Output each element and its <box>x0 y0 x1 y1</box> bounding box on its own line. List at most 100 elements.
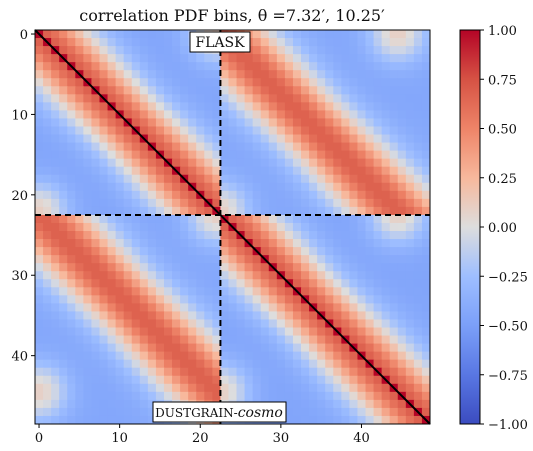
heatmap-cell <box>236 134 246 144</box>
heatmap-cell <box>147 263 157 272</box>
dustgrain-label-box: DUSTGRAIN-cosmo <box>152 401 287 423</box>
heatmap-cell <box>268 231 278 240</box>
heatmap-cell <box>357 287 367 296</box>
heatmap-cell <box>236 198 246 208</box>
colorbar-tick-label: 0.75 <box>488 73 517 88</box>
heatmap-cell <box>75 118 84 128</box>
heatmap-cell <box>317 126 326 136</box>
heatmap-cell <box>284 198 294 208</box>
heatmap-cell <box>123 239 133 248</box>
heatmap-cell <box>172 150 181 160</box>
heatmap-cell <box>365 30 375 39</box>
heatmap-cell <box>284 231 294 240</box>
heatmap-cell <box>268 190 278 200</box>
heatmap-cell <box>292 190 302 200</box>
heatmap-cell <box>301 86 310 95</box>
heatmap-cell <box>309 150 318 160</box>
heatmap-cell <box>220 102 230 112</box>
heatmap-cell <box>357 102 367 112</box>
heatmap-cell <box>91 182 101 192</box>
heatmap-cell <box>35 271 44 280</box>
heatmap-cell <box>236 182 246 192</box>
heatmap-cell <box>51 359 60 369</box>
heatmap-cell <box>252 198 262 208</box>
heatmap-cell <box>317 38 326 47</box>
heatmap-cell <box>188 214 197 224</box>
heatmap-cell <box>107 351 117 361</box>
heatmap-cell <box>325 94 334 103</box>
heatmap-cell <box>421 142 430 152</box>
heatmap-cell <box>35 255 44 264</box>
heatmap-cell <box>389 190 399 200</box>
heatmap-cell <box>115 86 125 95</box>
heatmap-cell <box>405 367 415 377</box>
heatmap-cell <box>413 30 423 39</box>
heatmap-cell <box>75 94 84 103</box>
heatmap-cell <box>163 182 173 192</box>
heatmap-cell <box>284 158 294 168</box>
heatmap-cell <box>180 54 189 63</box>
heatmap-cell <box>252 383 262 393</box>
heatmap-cell <box>413 359 423 369</box>
heatmap-cell <box>397 174 407 184</box>
heatmap-cell <box>196 158 205 168</box>
heatmap-cell <box>276 214 286 224</box>
heatmap-cell <box>357 70 367 79</box>
heatmap-cell <box>373 383 383 393</box>
heatmap-cell <box>220 311 230 321</box>
heatmap-cell <box>228 247 238 256</box>
heatmap-cell <box>236 190 246 200</box>
heatmap-cell <box>349 150 359 160</box>
heatmap-cell <box>349 279 359 288</box>
heatmap-cell <box>389 319 399 329</box>
heatmap-cell <box>373 118 383 128</box>
heatmap-cell <box>115 94 125 103</box>
heatmap-cell <box>309 166 318 176</box>
heatmap-cell <box>220 126 230 136</box>
heatmap-cell <box>333 86 342 95</box>
heatmap-cell <box>397 206 407 216</box>
heatmap-cell <box>389 271 399 280</box>
heatmap-cell <box>365 319 375 329</box>
heatmap-cell <box>276 46 286 55</box>
heatmap-cell <box>188 255 197 264</box>
heatmap-cell <box>228 263 238 272</box>
heatmap-cell <box>301 46 310 55</box>
heatmap-cell <box>155 279 165 288</box>
heatmap-cell <box>252 62 262 71</box>
heatmap-cell <box>397 415 407 424</box>
heatmap-cell <box>220 118 230 128</box>
heatmap-cell <box>292 78 302 87</box>
heatmap-cell <box>35 110 44 120</box>
heatmap-cell <box>180 247 189 256</box>
heatmap-cell <box>115 30 125 39</box>
heatmap-cell <box>75 62 84 71</box>
heatmap-cell <box>252 367 262 377</box>
heatmap-cell <box>115 150 125 160</box>
heatmap-cell <box>51 206 60 216</box>
heatmap-cell <box>107 142 117 152</box>
heatmap-cell <box>405 383 415 393</box>
heatmap-cell <box>172 359 181 369</box>
heatmap-cell <box>67 327 76 337</box>
heatmap-cell <box>131 70 141 79</box>
heatmap-cell <box>43 70 52 79</box>
heatmap-cell <box>349 86 359 95</box>
heatmap-cell <box>212 391 222 401</box>
heatmap-cell <box>83 174 93 184</box>
heatmap-cell <box>397 367 407 377</box>
heatmap-cell <box>196 198 205 208</box>
heatmap-cell <box>325 86 334 95</box>
heatmap-cell <box>83 407 93 417</box>
heatmap-cell <box>228 311 238 321</box>
heatmap-cell <box>309 319 318 329</box>
heatmap-cell <box>35 343 44 353</box>
heatmap-cell <box>147 239 157 248</box>
heatmap-cell <box>172 182 181 192</box>
heatmap-cell <box>51 174 60 184</box>
heatmap-cell <box>172 126 181 136</box>
heatmap-cell <box>115 295 125 304</box>
heatmap-cell <box>309 54 318 63</box>
colorbar-tick-label: −0.75 <box>488 369 528 384</box>
heatmap-cell <box>180 110 189 120</box>
